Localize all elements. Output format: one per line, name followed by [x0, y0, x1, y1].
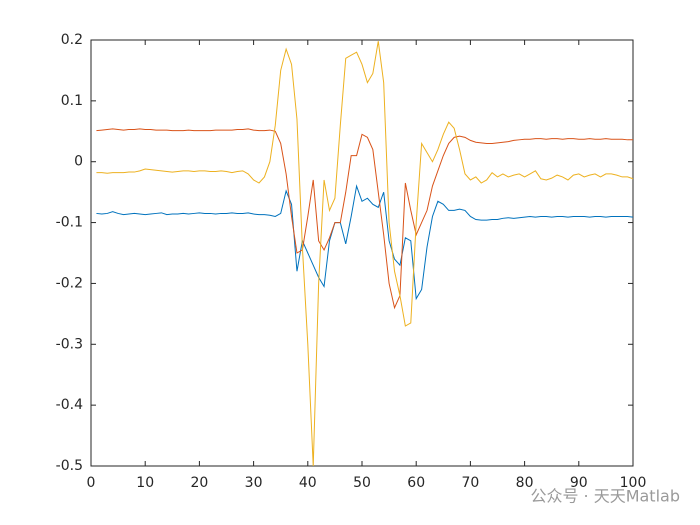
y-tick-label: 0.2	[61, 32, 83, 48]
x-tick-label: 40	[299, 475, 317, 491]
y-tick-label: -0.4	[56, 397, 83, 413]
x-tick-label: 70	[461, 475, 479, 491]
y-tick-label: -0.1	[56, 215, 83, 231]
line-series	[96, 128, 633, 310]
y-tick-label: 0.1	[61, 93, 83, 109]
x-tick-label: 50	[353, 475, 371, 491]
x-tick-label: 80	[516, 475, 534, 491]
y-tick-label: -0.2	[56, 275, 83, 291]
plot-box	[90, 39, 634, 467]
x-tick-label: 10	[136, 475, 154, 491]
x-tick-label: 90	[570, 475, 588, 491]
line-series	[96, 41, 634, 467]
y-tick-label: -0.5	[56, 458, 83, 474]
watermark: 公众号 · 天天Matlab	[530, 487, 680, 506]
x-tick-label: 30	[245, 475, 263, 491]
y-tick-label: -0.3	[56, 336, 83, 352]
x-tick-label: 20	[190, 475, 208, 491]
x-tick-label: 60	[407, 475, 425, 491]
x-tick-label: 0	[87, 475, 96, 491]
line-series	[96, 184, 634, 301]
x-tick-label: 100	[620, 475, 647, 491]
y-tick-label: 0	[74, 154, 83, 170]
